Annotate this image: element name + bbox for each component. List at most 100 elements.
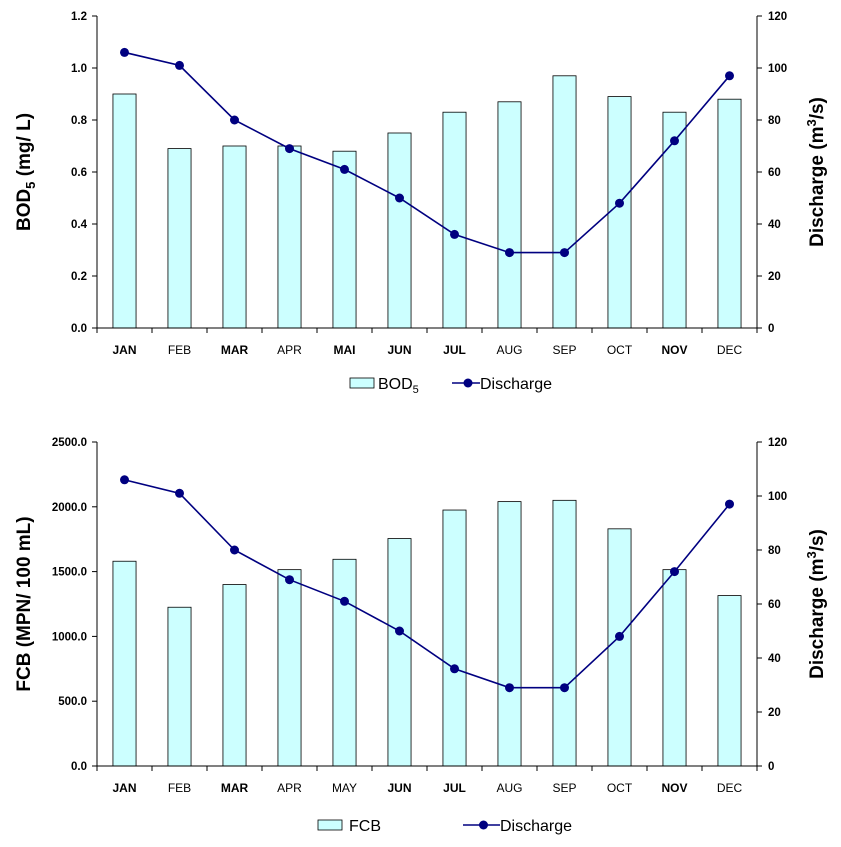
- x-tick-label-dec: DEC: [717, 781, 743, 795]
- bar-jul: [442, 509, 467, 767]
- bar-jan: [112, 560, 137, 767]
- fcb-discharge-chart: 0.0 500.0 1000.0 1500.0 2000.0 2500.0 0 20 40 60 8…: [14, 437, 828, 835]
- bar-jun: [387, 132, 412, 329]
- discharge-point-jun: [395, 193, 404, 203]
- x-tick-label-jul: JUL: [443, 781, 466, 795]
- discharge-point-mar: [230, 545, 239, 555]
- x-tick-label-jan: JAN: [112, 343, 136, 357]
- bar-series-fcb: [112, 499, 742, 767]
- x-tick-label-jul: JUL: [443, 343, 466, 357]
- bar-sep: [552, 75, 577, 329]
- legend: FCB Discharge: [317, 818, 572, 835]
- bar-may: [332, 558, 357, 767]
- line-series-discharge: [124, 479, 731, 689]
- bar-mar: [222, 145, 247, 329]
- discharge-point-sep: [560, 683, 569, 693]
- discharge-point-mai: [340, 164, 349, 174]
- right-tick-label: 120: [768, 11, 787, 23]
- left-tick-label: 1000.0: [52, 631, 87, 643]
- bar-dec: [717, 98, 742, 329]
- right-tick-label: 120: [768, 437, 787, 449]
- right-tick-label: 80: [768, 115, 781, 127]
- discharge-point-dec: [725, 499, 734, 509]
- x-tick-label-apr: APR: [277, 343, 302, 357]
- right-tick-label: 60: [768, 167, 781, 179]
- discharge-point-mar: [230, 115, 239, 125]
- discharge-point-aug: [505, 683, 514, 693]
- left-axis-title: FCB (MPN/ 100 mL): [14, 516, 35, 691]
- legend-line-marker: [479, 820, 488, 830]
- legend: BOD5 Discharge: [349, 376, 552, 396]
- discharge-point-sep: [560, 248, 569, 258]
- legend-bar-label: FCB: [349, 818, 381, 835]
- bar-mai: [332, 150, 357, 329]
- x-tick-label-mar: MAR: [221, 781, 249, 795]
- line-series-discharge: [124, 51, 731, 254]
- x-tick-label-oct: OCT: [607, 343, 633, 357]
- right-axis-title: Discharge (m3/s): [804, 529, 828, 679]
- x-tick-label-sep: SEP: [552, 781, 576, 795]
- left-tick-label: 2500.0: [52, 437, 87, 449]
- bar-feb: [167, 606, 192, 767]
- legend-line-marker: [463, 378, 473, 388]
- legend-line-label: Discharge: [500, 818, 572, 835]
- bar-aug: [497, 101, 522, 329]
- right-tick-label: 20: [768, 707, 781, 719]
- x-tick-label-feb: FEB: [168, 343, 191, 357]
- x-tick-label-oct: OCT: [607, 781, 633, 795]
- bar-sep: [552, 499, 577, 767]
- left-tick-label: 0.0: [71, 323, 87, 335]
- legend-bar-swatch: [317, 819, 343, 831]
- x-tick-label-jun: JUN: [387, 781, 411, 795]
- discharge-point-jun: [395, 626, 404, 636]
- x-tick-label-sep: SEP: [552, 343, 576, 357]
- x-tick-label-dec: DEC: [717, 343, 743, 357]
- bar-nov: [662, 569, 687, 767]
- bod5-discharge-chart: 0.0 0.2 0.4 0.6 0.8 1.0 1.2 0 20 40 60 80 100 120 JAN F…: [14, 11, 828, 396]
- right-tick-label: 20: [768, 271, 781, 283]
- discharge-point-jan: [120, 47, 129, 57]
- discharge-point-oct: [615, 631, 624, 641]
- x-tick-label-jun: JUN: [387, 343, 411, 357]
- left-tick-label: 1.0: [71, 63, 87, 75]
- x-tick-label-mar: MAR: [221, 343, 249, 357]
- left-tick-label: 0.2: [71, 271, 87, 283]
- right-axis-title: Discharge (m3/s): [804, 97, 828, 247]
- discharge-point-dec: [725, 71, 734, 81]
- bar-jan: [112, 93, 137, 329]
- bar-apr: [277, 569, 302, 767]
- x-tick-label-aug: AUG: [496, 781, 522, 795]
- x-tick-label-nov: NOV: [661, 343, 687, 357]
- discharge-point-jan: [120, 475, 129, 485]
- legend-line-label: Discharge: [480, 376, 552, 393]
- discharge-point-jul: [450, 664, 459, 674]
- x-tick-label-may: MAY: [332, 781, 357, 795]
- right-tick-label: 0: [768, 323, 774, 335]
- left-tick-label: 0.4: [71, 219, 88, 231]
- x-tick-label-apr: APR: [277, 781, 302, 795]
- bar-oct: [607, 96, 632, 329]
- left-tick-label: 1.2: [71, 11, 87, 23]
- discharge-point-may: [340, 596, 349, 606]
- bar-apr: [277, 145, 302, 329]
- legend-bar-swatch: [349, 377, 375, 389]
- left-tick-label: 1500.0: [52, 567, 87, 579]
- right-tick-label: 100: [768, 491, 787, 503]
- discharge-point-apr: [285, 575, 294, 585]
- left-tick-label: 2000.0: [52, 502, 87, 514]
- x-tick-label-feb: FEB: [168, 781, 191, 795]
- left-tick-label: 500.0: [58, 696, 87, 708]
- right-tick-label: 0: [768, 761, 774, 773]
- discharge-point-nov: [670, 136, 679, 146]
- bar-dec: [717, 595, 742, 767]
- right-tick-label: 100: [768, 63, 787, 75]
- right-tick-label: 60: [768, 599, 781, 611]
- left-axis-title: BOD5 (mg/ L): [14, 113, 38, 231]
- legend-bar-label: BOD5: [378, 376, 419, 396]
- discharge-point-feb: [175, 60, 184, 70]
- bar-feb: [167, 148, 192, 329]
- left-tick-label: 0.6: [71, 167, 87, 179]
- left-tick-label: 0.8: [71, 115, 88, 127]
- discharge-point-aug: [505, 248, 514, 258]
